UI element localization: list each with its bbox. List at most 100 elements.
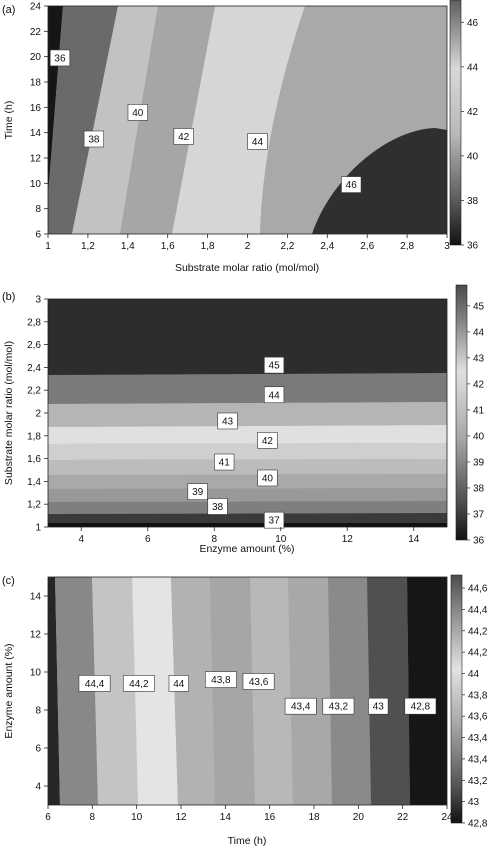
panel-a-colorbar-ticks: 36 38 40 42 44 46 bbox=[461, 18, 479, 252]
panel-c-band-43-4 bbox=[250, 577, 293, 805]
panel-b-colorbar-tick-label: 43 bbox=[473, 353, 485, 364]
panel-a-colorbar-tick-label: 44 bbox=[467, 62, 479, 73]
panel-a-y-tick-label: 22 bbox=[30, 27, 42, 38]
panel-a-contour-label-box bbox=[247, 133, 268, 150]
panel-c-y-tick-label: 14 bbox=[30, 592, 42, 603]
panel-c-contour-bands bbox=[48, 577, 447, 805]
panel-b-y-tick-label: 2,2 bbox=[27, 386, 41, 397]
panel-a-contour-label-box bbox=[173, 128, 194, 145]
panel-b-y-ticks: 1 1,2 1,4 1,6 1,8 2 2,2 2,4 2,6 2,8 3 bbox=[27, 295, 48, 534]
panel-b-contour-label-text: 37 bbox=[269, 516, 281, 527]
panel-b-x-tick-label: 6 bbox=[145, 534, 151, 545]
panel-c-colorbar-tick-label: 42,8 bbox=[468, 819, 488, 830]
panel-a-colorbar-tick-label: 40 bbox=[467, 151, 479, 162]
panel-c-band-44-4 bbox=[55, 577, 98, 805]
panel-c-y-tick-label: 4 bbox=[35, 782, 41, 793]
panel-c-contour-label-box bbox=[284, 697, 317, 715]
panel-b-contour-label: 42 bbox=[257, 432, 278, 449]
panel-c-contour-label: 44,2 bbox=[122, 675, 155, 692]
panel-b-contour-label-text: 40 bbox=[262, 473, 274, 484]
panel-a-x-axis-label: Substrate molar ratio (mol/mol) bbox=[175, 262, 319, 274]
panel-c-contour-label-text: 44,2 bbox=[129, 679, 149, 690]
panel-b-contour-label: 45 bbox=[263, 356, 285, 374]
panel-b-y-tick-label: 1 bbox=[35, 523, 41, 534]
panel-a-y-tick-label: 24 bbox=[30, 2, 42, 13]
panel-b-contour-label-text: 44 bbox=[269, 390, 281, 401]
panel-b: (b) 45 44 43 42 41 40 39 38 37 4 6 8 10 12 14 1 1,2 1,4… bbox=[2, 284, 485, 555]
panel-a-contour-label-box bbox=[341, 176, 362, 193]
panel-a-x-tick-label: 3 bbox=[444, 241, 450, 252]
panel-b-colorbar-tick-label: 44 bbox=[473, 327, 485, 338]
panel-b-contour-label: 40 bbox=[257, 469, 278, 487]
panel-b-contour-label-box bbox=[217, 412, 238, 430]
panel-c-contour-label: 43 bbox=[368, 697, 389, 715]
panel-a-colorbar-tick-label: 36 bbox=[467, 241, 479, 252]
panel-c-band-44-6 bbox=[48, 577, 60, 805]
panel-c-band-below-42-8 bbox=[407, 577, 447, 805]
panel-c-contour-label-text: 43,8 bbox=[211, 675, 231, 686]
panel-b-contour-label-box bbox=[257, 432, 278, 449]
panel-b-y-tick-label: 2,8 bbox=[27, 317, 41, 328]
panel-c-contour-label-text: 43,4 bbox=[291, 702, 311, 713]
panel-b-y-tick-label: 3 bbox=[35, 295, 41, 306]
panel-b-contour-label: 38 bbox=[207, 498, 228, 515]
panel-b-contour-label-box bbox=[263, 386, 285, 404]
panel-a-contour-label-box bbox=[83, 130, 104, 148]
panel-b-contour-label-box bbox=[207, 498, 228, 515]
panel-a-contour-label-text: 46 bbox=[346, 180, 358, 191]
panel-b-y-tick-label: 1,4 bbox=[27, 477, 41, 488]
panel-c-contour-label-box bbox=[242, 673, 275, 690]
panel-a-letter: (a) bbox=[2, 4, 15, 16]
panel-b-contour-bands bbox=[48, 299, 447, 527]
panel-c-contour-label-box bbox=[205, 671, 237, 688]
panel-c-band-43 bbox=[328, 577, 371, 805]
panel-b-contour-label-box bbox=[257, 469, 278, 487]
panel-b-contour-label: 41 bbox=[214, 453, 235, 471]
panel-c-x-axis-label: Time (h) bbox=[228, 835, 267, 847]
panel-c-colorbar bbox=[450, 574, 463, 824]
panel-a-x-tick-label: 1 bbox=[45, 241, 51, 252]
panel-c-colorbar-ticks: 42,8 43 43,2 43,4 43,4 43,6 43,8 44 44,2 44,2 44,4… bbox=[462, 584, 488, 830]
panel-a-contour-label-text: 42 bbox=[178, 132, 190, 143]
panel-c-x-tick-label: 8 bbox=[90, 812, 96, 823]
panel-a-contour-label-box bbox=[49, 49, 71, 67]
panel-a-y-tick-label: 10 bbox=[30, 179, 42, 190]
panel-c-y-axis-label: Enzyme amount (%) bbox=[3, 643, 15, 738]
panel-c-contour-label: 43,6 bbox=[242, 673, 275, 690]
panel-c-x-tick-label: 24 bbox=[441, 812, 453, 823]
panel-c-x-tick-label: 6 bbox=[45, 812, 51, 823]
panel-b-letter: (b) bbox=[2, 291, 15, 303]
panel-c-contour-labels: 44,4 44,2 44 43,8 43,6 43,4 43,2 43 42,8 bbox=[78, 671, 437, 715]
panel-c-contour-label: 44,4 bbox=[78, 675, 111, 692]
panel-b-contour-label-text: 42 bbox=[262, 436, 274, 447]
panel-a-contour-label: 46 bbox=[341, 176, 362, 193]
panel-b-contour-label-box bbox=[187, 483, 208, 500]
panel-b-colorbar-tick-label: 39 bbox=[473, 457, 485, 468]
panel-b-colorbar-tick-label: 41 bbox=[473, 405, 485, 416]
panel-b-colorbar-tick-label: 45 bbox=[473, 301, 485, 312]
panel-c-band-43-8 bbox=[171, 577, 215, 805]
panel-c-y-tick-label: 8 bbox=[35, 706, 41, 717]
panel-a-x-tick-label: 2,6 bbox=[360, 241, 374, 252]
panel-a-y-axis-label: Time (h) bbox=[3, 101, 15, 140]
panel-b-colorbar-tick-label: 40 bbox=[473, 431, 485, 442]
panel-c-band-43-6 bbox=[210, 577, 255, 805]
panel-a-y-tick-label: 16 bbox=[30, 103, 42, 114]
panel-c-contour-label: 42,8 bbox=[404, 697, 437, 715]
panel-b-band-41 bbox=[48, 459, 447, 475]
panel-a-contour-label-box bbox=[127, 104, 148, 121]
panel-b-contour-label-text: 38 bbox=[212, 502, 224, 513]
panel-a-y-tick-label: 8 bbox=[35, 204, 41, 215]
panel-b-x-tick-label: 12 bbox=[342, 534, 354, 545]
panel-c-band-44-2 bbox=[92, 577, 138, 805]
panel-b-contour-label: 44 bbox=[263, 386, 285, 404]
panel-b-band-40 bbox=[48, 474, 447, 489]
panel-c-colorbar-tick-label: 44,2 bbox=[468, 626, 488, 637]
panel-c-band-42-8 bbox=[367, 577, 410, 805]
panel-c-colorbar-tick-label: 44,2 bbox=[468, 648, 488, 659]
panel-c-colorbar-tick-label: 44,6 bbox=[468, 584, 488, 595]
panel-a-y-tick-label: 14 bbox=[30, 128, 42, 139]
panel-a-contour-label-text: 40 bbox=[132, 108, 144, 119]
panel-a-x-tick-label: 1,6 bbox=[161, 241, 175, 252]
